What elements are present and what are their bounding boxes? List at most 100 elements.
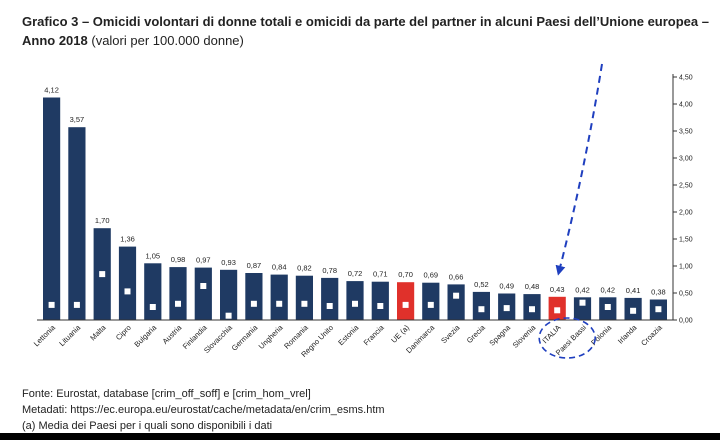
y-tick-label: 2,50 xyxy=(679,183,693,190)
partner-marker xyxy=(427,301,434,308)
annotation-circle xyxy=(538,317,597,359)
partner-marker xyxy=(377,303,384,309)
partner-marker xyxy=(630,307,637,314)
category-label: Polonia xyxy=(589,322,614,347)
data-label: 0,69 xyxy=(423,271,438,280)
bar-paesi-bassi xyxy=(573,297,592,320)
bar-romania xyxy=(295,275,313,320)
data-label: 0,70 xyxy=(398,270,413,279)
data-label: 0,49 xyxy=(499,282,514,291)
category-label: Slovacchia xyxy=(202,322,235,355)
category-label: Slovenia xyxy=(511,322,538,349)
category-label: Austria xyxy=(161,322,184,345)
category-label: Estonia xyxy=(336,322,361,347)
data-label: 0,82 xyxy=(297,264,312,273)
chart-title-units: (valori per 100.000 donne) xyxy=(87,33,244,48)
category-label: Svezia xyxy=(439,322,462,345)
category-label: Grecia xyxy=(465,322,488,345)
partner-marker xyxy=(250,300,257,307)
partner-marker xyxy=(175,300,181,307)
metadata-note: Metadati: https://ec.europa.eu/eurostat/… xyxy=(22,404,385,416)
partner-marker xyxy=(503,305,510,312)
partner-marker xyxy=(604,304,611,310)
category-label: Francia xyxy=(362,322,387,347)
y-tick-label: 4,50 xyxy=(679,75,693,82)
data-label: 0,93 xyxy=(221,258,236,267)
partner-marker xyxy=(276,300,283,307)
data-label: 0,42 xyxy=(575,285,590,294)
data-label: 0,97 xyxy=(196,256,211,265)
data-label: 0,72 xyxy=(348,269,363,278)
partner-marker xyxy=(225,312,232,319)
partner-marker xyxy=(579,299,586,306)
partner-marker xyxy=(326,303,333,309)
partner-marker xyxy=(149,304,156,310)
data-label: 0,42 xyxy=(600,285,615,294)
bar-estonia xyxy=(346,281,364,320)
bar-bulgaria xyxy=(144,263,162,320)
category-label: Malta xyxy=(88,322,108,342)
bar-grecia xyxy=(472,291,490,320)
partner-marker xyxy=(124,288,131,295)
partner-marker xyxy=(453,292,460,299)
category-label: Irlanda xyxy=(616,322,639,345)
partner-marker xyxy=(73,301,80,308)
annotation-arrow xyxy=(555,63,603,276)
y-tick-label: 0,00 xyxy=(679,318,693,325)
bar-lettonia xyxy=(43,97,61,320)
bar-chart: 4,12 Lettonia 3,57 Lituania 1,70 Malta 1,36 Cip… xyxy=(32,63,693,359)
partner-marker xyxy=(478,306,485,313)
category-label: Germania xyxy=(230,322,260,352)
partner-marker xyxy=(402,301,409,308)
data-label: 0,43 xyxy=(550,285,565,294)
y-tick-label: 4,00 xyxy=(679,102,693,109)
bar-lituania xyxy=(68,127,86,320)
data-label: 0,98 xyxy=(171,255,186,264)
bar-ue-a xyxy=(397,282,415,320)
y-tick-label: 2,00 xyxy=(679,210,693,217)
category-label: Lituania xyxy=(57,322,83,348)
data-label: 0,38 xyxy=(651,288,666,297)
data-label: 0,87 xyxy=(247,261,262,270)
category-label: UE (a) xyxy=(389,323,411,345)
data-label: 0,52 xyxy=(474,280,489,289)
data-label: 1,36 xyxy=(120,235,135,244)
category-label: Croazia xyxy=(639,322,664,347)
y-tick-label: 3,00 xyxy=(679,156,693,163)
bottom-border xyxy=(0,433,720,440)
chart-footer: Fonte: Eurostat, database [crim_off_soff… xyxy=(22,386,702,434)
data-label: 0,66 xyxy=(449,272,464,281)
category-label: ITALIA xyxy=(540,323,562,345)
data-label: 1,70 xyxy=(95,216,110,225)
partner-marker xyxy=(655,306,662,313)
chart-title: Grafico 3 – Omicidi volontari di donne t… xyxy=(22,12,712,50)
partner-marker xyxy=(529,306,535,313)
bar-austria xyxy=(169,267,187,320)
bar-danimarca xyxy=(422,282,440,320)
chart-title-bold: Grafico 3 – Omicidi volontari di donne t… xyxy=(22,14,709,48)
y-tick-label: 1,50 xyxy=(679,237,693,244)
data-label: 0,78 xyxy=(322,266,337,275)
bar-cipro xyxy=(118,246,137,320)
category-label: Danimarca xyxy=(404,322,437,355)
data-label: 4,12 xyxy=(44,86,59,95)
bar-finlandia xyxy=(194,267,212,320)
data-label: 0,41 xyxy=(626,286,641,295)
footnote: (a) Media dei Paesi per i quali sono dis… xyxy=(22,420,273,432)
bar-svezia xyxy=(447,284,465,320)
bar-slovacchia xyxy=(220,269,238,320)
data-label: 3,57 xyxy=(70,115,85,124)
category-label: Ungheria xyxy=(257,322,285,350)
bar-ungheria xyxy=(270,274,288,320)
partner-marker xyxy=(301,300,308,307)
data-label: 0,48 xyxy=(525,282,540,291)
category-label: Bulgaria xyxy=(132,322,158,348)
category-label: Lettonia xyxy=(32,322,58,348)
partner-marker xyxy=(99,271,106,278)
source-note: Fonte: Eurostat, database [crim_off_soff… xyxy=(22,388,311,400)
partner-marker xyxy=(48,301,55,308)
y-tick-label: 3,50 xyxy=(679,129,693,136)
partner-marker xyxy=(554,307,561,314)
data-label: 1,05 xyxy=(145,251,160,260)
y-tick-label: 0,50 xyxy=(679,291,693,298)
